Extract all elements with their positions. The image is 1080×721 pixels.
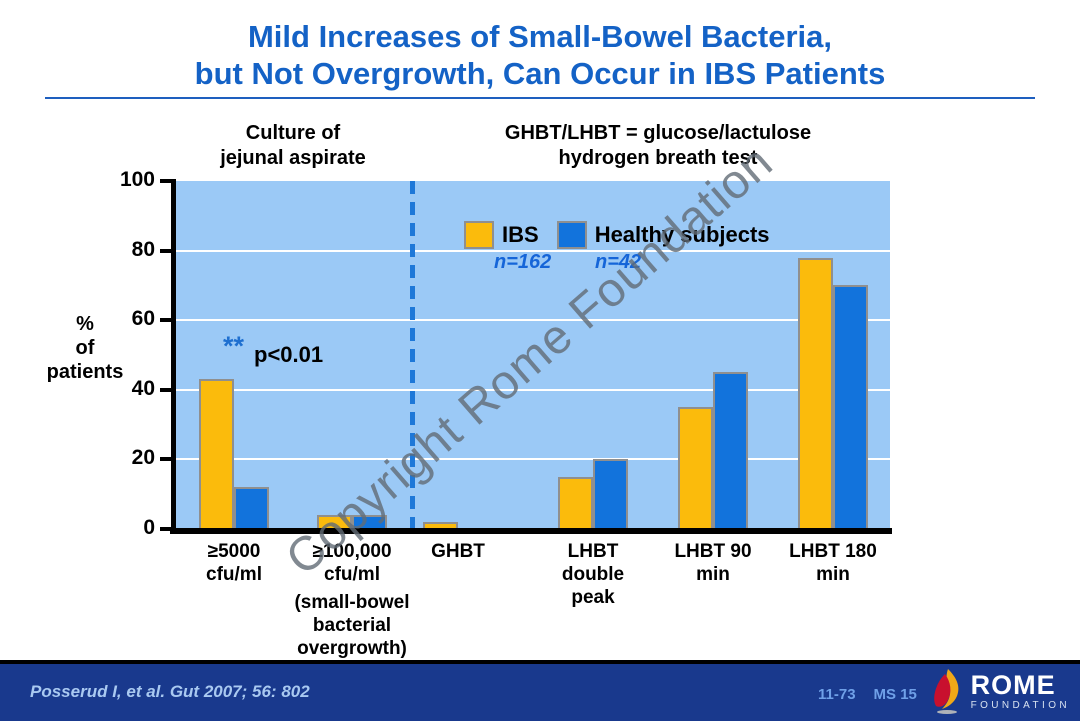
bar-ibs-4: [678, 407, 713, 529]
y-tick-label-60: 60: [131, 307, 155, 331]
y-tick-label-0: 0: [143, 516, 155, 539]
y-tick-100: [160, 179, 171, 183]
x-label-3-line: LHBT: [567, 541, 619, 562]
section-label-breath-line1: GHBT/LHBT = glucose/lactulose: [504, 122, 812, 144]
significance-p-value: p<0.01: [254, 342, 324, 367]
x-label-2-line: GHBT: [431, 541, 485, 562]
rome-foundation-logo: ROME FOUNDATION: [932, 668, 1070, 714]
x-label-4: LHBT 90 min: [633, 540, 793, 586]
rome-logo-title: ROME: [970, 669, 1056, 700]
footer-bar: Posserud I, et al. Gut 2007; 56: 802 11-…: [0, 660, 1080, 721]
citation-text: Posserud I, et al. Gut 2007; 56: 802: [30, 682, 310, 701]
bar-ibs-5: [798, 257, 833, 529]
x-label-1-line: cfu/ml: [324, 564, 380, 585]
y-axis-line: [171, 179, 176, 534]
x-label-1-line: ≥100,000: [312, 541, 392, 562]
slide-number-code: 11-73: [818, 686, 856, 703]
n-count-ibs: n=162: [494, 251, 552, 273]
y-tick-0: [160, 527, 171, 531]
x-label-0: ≥5000 cfu/ml: [154, 540, 314, 586]
x-label-1-note: (small-bowel bacterial overgrowth): [272, 591, 432, 660]
x-label-4-line: LHBT 90: [674, 541, 752, 562]
rome-logo-text: ROME FOUNDATION: [970, 669, 1070, 711]
y-axis-title-line1: %: [76, 313, 94, 335]
x-label-2: GHBT: [378, 540, 538, 563]
bar-ibs-0: [199, 379, 234, 529]
x-label-3-line: double: [561, 564, 625, 585]
y-tick-label-40: 40: [131, 376, 155, 400]
bar-healthy-1: [352, 515, 387, 529]
section-divider-line: [410, 181, 415, 529]
gridline-40: [176, 388, 890, 391]
slide-codes: 11-73 MS 15: [818, 686, 917, 703]
bar-healthy-5: [833, 285, 868, 529]
y-axis-title-line2: of: [75, 337, 95, 359]
y-tick-label-80: 80: [131, 237, 155, 261]
legend-swatch-ibs: [464, 221, 494, 249]
title-underline: [45, 97, 1035, 99]
section-label-breath-test: GHBT/LHBT = glucose/lactulose hydrogen b…: [448, 121, 868, 171]
legend-label-ibs: IBS: [502, 222, 539, 247]
x-axis-line: [170, 528, 892, 534]
x-label-1-note-line: overgrowth): [297, 638, 407, 659]
legend-swatch-healthy: [556, 221, 587, 249]
y-axis-title-line3: patients: [46, 361, 124, 383]
y-tick-60: [160, 318, 171, 323]
bar-healthy-3: [593, 459, 628, 529]
plot-area: IBS Healthy subjects n=162 n=42 ** p<0.0…: [176, 181, 890, 529]
bar-ibs-2: [423, 522, 458, 529]
rome-flame-icon: [933, 669, 959, 714]
section-label-culture-line1: Culture of: [245, 122, 341, 144]
title-line-2: but Not Overgrowth, Can Occur in IBS Pat…: [194, 56, 886, 91]
section-label-culture: Culture of jejunal aspirate: [168, 121, 418, 171]
y-tick-label-100: 100: [119, 168, 155, 191]
significance-stars: **: [223, 331, 245, 361]
x-label-1-note-line: bacterial: [312, 615, 392, 636]
y-axis-labels: 0 20 40 60 80 100: [95, 168, 155, 539]
ms-code: MS 15: [873, 686, 917, 703]
n-count-healthy: n=42: [595, 251, 642, 273]
section-label-culture-line2: jejunal aspirate: [220, 147, 366, 169]
bar-healthy-4: [713, 372, 748, 529]
y-axis-ticks: [160, 179, 171, 531]
gridline-60: [176, 319, 890, 322]
x-label-1: ≥100,000 cfu/ml (small-bowel bacterial overg…: [272, 540, 432, 660]
legend: IBS Healthy subjects: [464, 221, 770, 249]
y-tick-40: [160, 387, 171, 392]
y-tick-20: [160, 457, 171, 462]
x-label-0-line: cfu/ml: [206, 564, 262, 585]
x-label-3-line: peak: [571, 587, 615, 608]
legend-label-healthy: Healthy subjects: [594, 222, 770, 247]
title-line-1: Mild Increases of Small-Bowel Bacteria,: [247, 19, 833, 54]
x-axis-labels: ≥5000 cfu/ml ≥100,000 cfu/ml (small-bowel bac…: [176, 540, 890, 660]
x-label-4-line: min: [696, 564, 730, 585]
y-axis-title: % of patients: [30, 312, 140, 384]
page-title: Mild Increases of Small-Bowel Bacteria, …: [0, 18, 1080, 92]
section-label-breath-line2: hydrogen breath test: [558, 147, 758, 169]
x-label-1-note-line: (small-bowel: [294, 592, 410, 613]
y-tick-label-20: 20: [131, 446, 155, 470]
bar-ibs-1: [317, 515, 352, 529]
x-label-5-line: min: [816, 564, 850, 585]
x-label-5: LHBT 180 min: [753, 540, 913, 586]
y-tick-80: [160, 248, 171, 253]
x-label-5-line: LHBT 180: [789, 541, 877, 562]
x-label-0-line: ≥5000: [207, 541, 261, 562]
bar-healthy-0: [234, 487, 269, 529]
rome-logo-subtitle: FOUNDATION: [970, 699, 1070, 711]
x-label-3: LHBT double peak: [513, 540, 673, 609]
gridline-20: [176, 458, 890, 461]
bar-ibs-3: [558, 476, 593, 529]
gridline-80: [176, 249, 890, 252]
